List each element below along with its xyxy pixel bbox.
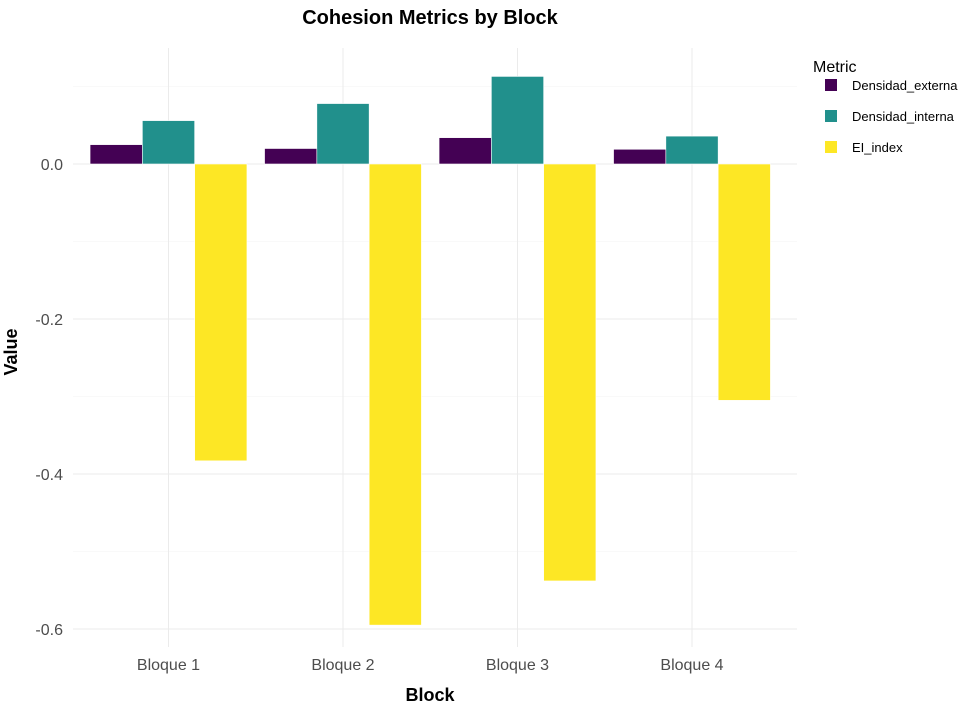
legend-swatch	[825, 110, 837, 122]
x-tick-label: Bloque 2	[311, 657, 374, 674]
bar-ei-index-2	[368, 163, 422, 626]
bar-densidad-externa-1	[89, 144, 143, 165]
y-axis: 0.0 -0.2 -0.4 -0.6	[35, 157, 63, 639]
legend-items: Densidad_externa Densidad_interna EI_index	[825, 78, 958, 155]
bar-ei-index-4	[717, 163, 771, 401]
x-tick-label: Bloque 3	[486, 657, 549, 674]
legend-title: Metric	[813, 59, 857, 76]
legend: Metric Densidad_externa Densidad_interna E…	[813, 59, 958, 155]
bar-densidad-interna-2	[316, 103, 370, 165]
x-axis-label: Block	[405, 685, 455, 705]
bar-densidad-externa-4	[613, 148, 667, 165]
y-tick-label: -0.2	[35, 312, 63, 329]
legend-label: Densidad_externa	[852, 78, 958, 93]
y-tick-label: -0.4	[35, 467, 63, 484]
legend-swatch	[825, 141, 837, 153]
bar-densidad-externa-2	[264, 148, 318, 165]
legend-label: Densidad_interna	[852, 109, 955, 124]
legend-label: EI_index	[852, 140, 903, 155]
bar-densidad-interna-1	[142, 120, 195, 165]
x-axis: Bloque 1 Bloque 2 Bloque 3 Bloque 4	[137, 657, 724, 674]
y-tick-label: -0.6	[35, 622, 63, 639]
bars	[89, 76, 771, 626]
bar-densidad-interna-3	[491, 76, 544, 165]
chart-title: Cohesion Metrics by Block	[302, 7, 558, 29]
y-axis-label: Value	[1, 328, 21, 375]
legend-swatch	[825, 79, 837, 91]
bar-ei-index-3	[543, 163, 597, 582]
bar-densidad-externa-3	[438, 137, 492, 165]
x-tick-label: Bloque 1	[137, 657, 200, 674]
y-tick-label: 0.0	[41, 157, 63, 174]
x-tick-label: Bloque 4	[660, 657, 723, 674]
bar-ei-index-1	[194, 163, 248, 462]
bar-densidad-interna-4	[665, 135, 719, 165]
